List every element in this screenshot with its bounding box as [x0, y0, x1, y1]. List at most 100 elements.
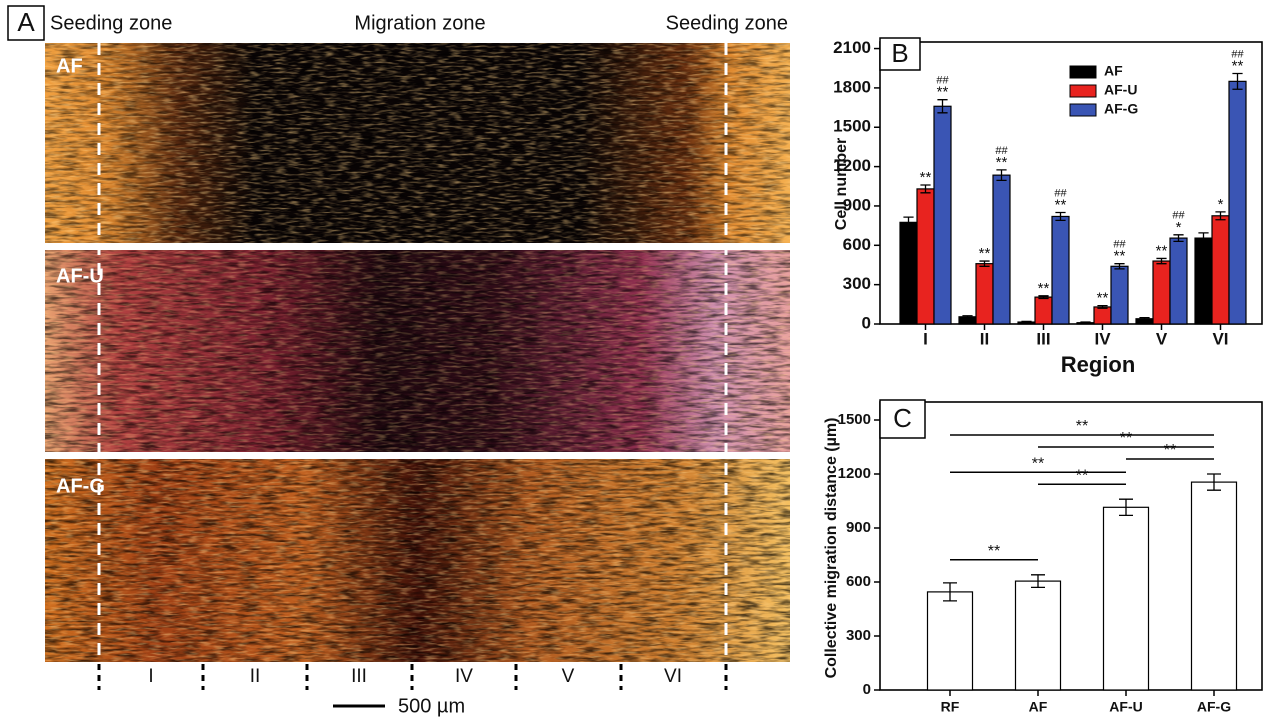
bar: [1211, 215, 1230, 325]
significance-label: **: [1232, 57, 1244, 74]
x-tick-label: II: [980, 329, 989, 348]
row-label: AF-G: [56, 475, 105, 497]
y-axis-label: Collective migration distance (µm): [823, 418, 840, 679]
error-bar: [962, 315, 973, 319]
panel-box: [879, 399, 926, 439]
row-label: AF-U: [56, 265, 104, 287]
significance-label: **: [1164, 442, 1176, 459]
y-tick-label: 1800: [833, 77, 871, 96]
panel-label: C: [893, 403, 912, 433]
row-label: AF: [56, 55, 83, 77]
plot-frame: [879, 41, 1263, 325]
region-label: I: [148, 666, 153, 687]
x-tick-label: IV: [1094, 329, 1111, 348]
significance-label: **: [996, 154, 1008, 171]
error-bar: [996, 169, 1007, 182]
y-tick-label: 2100: [833, 38, 871, 57]
bar: [1194, 237, 1213, 325]
significance-label: **: [1076, 467, 1088, 484]
bar: [926, 591, 974, 691]
legend-label: AF: [1104, 63, 1123, 79]
panel-label: A: [17, 7, 35, 37]
y-tick-label: 1500: [833, 117, 871, 136]
bar: [1152, 260, 1171, 325]
panel-box: [879, 37, 921, 71]
scale-bar-label: 500 µm: [398, 695, 465, 717]
bar: [1051, 215, 1070, 325]
significance-label: **: [920, 169, 932, 186]
region-label: III: [351, 666, 367, 687]
y-tick-label: 600: [843, 235, 871, 254]
significance-label: **: [1055, 196, 1067, 213]
error-bar: [1080, 321, 1091, 324]
x-tick-label: AF-G: [1197, 699, 1231, 715]
significance-label: **: [1032, 455, 1044, 472]
significance-label: **: [1038, 280, 1050, 297]
region-label: II: [250, 666, 261, 687]
y-tick-label: 900: [846, 519, 871, 536]
y-tick-label: 1200: [833, 156, 871, 175]
x-tick-label: III: [1036, 329, 1050, 348]
bar: [916, 188, 935, 325]
error-bar: [979, 260, 990, 267]
bar: [975, 263, 994, 325]
x-tick-label: AF: [1029, 699, 1048, 715]
bar: [1102, 506, 1150, 691]
bar: [899, 221, 918, 325]
x-tick-label: AF-U: [1109, 699, 1142, 715]
significance-label: **: [937, 84, 949, 101]
error-bar: [943, 582, 957, 602]
bar: [1110, 265, 1129, 325]
error-bar: [1173, 234, 1184, 243]
significance-label: **: [979, 245, 991, 262]
significance-label: **: [1156, 242, 1168, 259]
y-tick-label: 300: [843, 274, 871, 293]
panel-label: B: [891, 38, 908, 68]
bar: [992, 174, 1011, 325]
bar: [1034, 296, 1053, 325]
significance-label: ##: [1231, 48, 1244, 60]
bar: [1093, 306, 1112, 325]
significance-label: ##: [1113, 239, 1126, 251]
y-tick-label: 300: [846, 627, 871, 644]
significance-label: **: [1120, 430, 1132, 447]
error-bar: [1021, 320, 1032, 324]
error-bar: [1215, 211, 1226, 221]
error-bar: [1055, 211, 1066, 222]
legend-label: AF-U: [1104, 82, 1137, 98]
y-tick-label: 600: [846, 573, 871, 590]
significance-label: *: [1218, 196, 1224, 213]
micrograph-af-g: [45, 459, 790, 662]
error-bar: [1097, 304, 1108, 309]
legend-label: AF-G: [1104, 101, 1138, 117]
bar: [1228, 80, 1247, 325]
y-tick-label: 1200: [838, 465, 871, 482]
error-bar: [1156, 257, 1167, 265]
significance-label: **: [988, 543, 1000, 560]
bar: [1014, 580, 1062, 691]
legend-swatch: [1069, 103, 1097, 117]
bar: [933, 105, 952, 325]
y-axis-label: Cell number: [833, 138, 850, 230]
bar: [1190, 481, 1238, 691]
error-bar: [920, 184, 931, 194]
micrograph-af-u: [45, 250, 790, 452]
x-axis-label: Region: [1061, 352, 1136, 377]
y-tick-label: 1500: [838, 411, 871, 428]
y-tick-label: 0: [862, 313, 871, 332]
region-dividers: [97, 664, 728, 690]
error-bar: [1031, 574, 1045, 589]
error-bar: [1119, 498, 1133, 517]
legend-swatch: [1069, 65, 1097, 79]
y-tick-label: 900: [843, 195, 871, 214]
significance-label: ##: [995, 145, 1008, 157]
panel-box: [7, 5, 45, 41]
error-bar: [903, 216, 914, 229]
y-tick-label: 0: [863, 681, 871, 698]
x-tick-label: V: [1156, 329, 1168, 348]
plot-frame: [879, 401, 1263, 691]
zone-label: Migration zone: [354, 12, 485, 34]
error-bar: [1114, 263, 1125, 270]
x-tick-label: I: [923, 329, 928, 348]
